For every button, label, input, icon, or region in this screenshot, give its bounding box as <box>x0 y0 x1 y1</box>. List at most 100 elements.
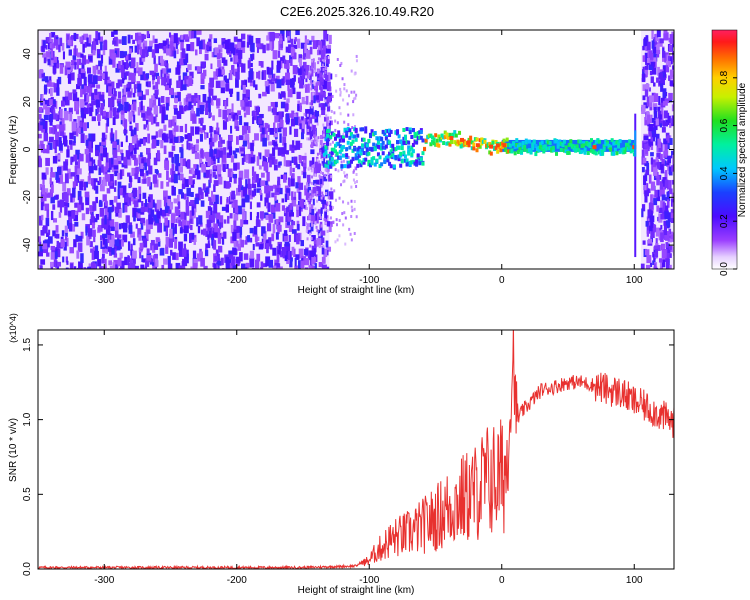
spectrogram-cell <box>305 229 308 233</box>
spectrogram-cell <box>245 262 250 269</box>
spectrogram-cell <box>269 244 273 250</box>
spectrogram-cell <box>116 202 121 210</box>
spectrogram-cell <box>284 193 288 203</box>
spectrogram-cell <box>289 78 295 88</box>
spectrogram-cell <box>250 54 254 62</box>
spectrogram-cell <box>279 33 282 39</box>
spectrogram-cell <box>46 252 50 257</box>
spectrogram-cell <box>282 247 287 256</box>
spectrogram-cell <box>66 202 70 208</box>
spectrogram-cell <box>221 57 226 64</box>
spectrogram-cell <box>46 100 50 107</box>
spectrogram-cell <box>348 94 351 98</box>
spectrogram-cell <box>641 73 646 82</box>
spectrogram-cell <box>79 36 83 43</box>
spectrogram-cell <box>526 148 530 153</box>
spectrogram-cell <box>137 213 141 219</box>
spectrogram-cell <box>232 47 236 56</box>
spectrogram-cell <box>78 68 82 75</box>
spectrogram-cell <box>82 88 86 95</box>
spectrogram-cell <box>233 175 237 184</box>
spectrogram-cell <box>243 154 246 162</box>
spectrogram-cell <box>663 141 667 150</box>
spectrogram-cell <box>283 174 287 183</box>
spectrogram-cell <box>254 133 259 141</box>
spectrogram-cell <box>248 189 252 196</box>
spectrogram-cell <box>163 222 167 232</box>
spectrogram-cell <box>251 190 255 197</box>
spectrogram-cell <box>99 199 102 207</box>
spectrogram-cell <box>92 75 98 85</box>
spectrogram-cell <box>340 164 344 169</box>
spectrogram-cell <box>670 212 674 219</box>
spectrogram-cell <box>334 168 337 172</box>
spectrogram-cell <box>65 235 68 241</box>
spectrogram-cell <box>64 65 68 76</box>
spectrogram-cell <box>355 59 358 63</box>
spectrogram-cell <box>210 230 215 240</box>
spectrogram-cell <box>53 62 57 68</box>
spectrogram-cell <box>330 162 334 167</box>
spectrogram-cell <box>267 124 270 133</box>
spectrogram-cell <box>671 104 674 112</box>
spectrogram-cell <box>330 147 334 152</box>
spectrogram-cell <box>666 32 669 41</box>
spectrogram-cell <box>652 260 656 266</box>
spectrogram-cell <box>232 264 237 269</box>
spectrogram-cell <box>305 192 311 200</box>
spectrogram-cell <box>47 236 53 244</box>
spectrogram-cell <box>182 258 188 267</box>
spectrogram-cell <box>45 192 51 198</box>
spectrogram-cell <box>380 146 384 151</box>
spectrogram-cell <box>113 114 119 119</box>
spectrogram-cell <box>184 134 188 140</box>
spectrogram-cell <box>199 109 204 115</box>
spectrogram-cell <box>97 69 103 75</box>
spectrogram-cell <box>231 103 234 113</box>
spectrogram-cell <box>448 132 452 137</box>
spectrogram-cell <box>227 168 233 178</box>
spectrogram-cell <box>383 157 387 162</box>
spectrogram-cell <box>593 150 597 155</box>
spectrogram-cell <box>234 205 239 213</box>
snr-y-label: SNR (10 * v/v) <box>8 418 19 482</box>
spectrogram-y-label: Frequency (Hz) <box>8 116 19 185</box>
spectrogram-cell <box>339 64 342 68</box>
spectrogram-cell <box>146 106 152 116</box>
spectrogram-cell <box>105 162 109 171</box>
spectrogram-cell <box>53 257 57 267</box>
spectrogram-cell <box>340 183 343 187</box>
spectrogram-cell <box>653 106 657 114</box>
spectrogram-cell <box>318 245 321 249</box>
spectrogram-cell <box>229 262 234 269</box>
spectrogram-hotspot <box>460 137 464 142</box>
spectrogram-cell <box>332 147 336 152</box>
spectrogram-cell <box>101 257 105 264</box>
spectrogram-cell <box>668 92 673 100</box>
spectrogram-cell <box>188 169 192 174</box>
spectrogram-cell <box>660 225 663 230</box>
spectrogram-cell <box>153 55 156 65</box>
spectrogram-cell <box>173 50 177 59</box>
spectrogram-cell <box>256 202 261 208</box>
spectrogram-cell <box>418 161 422 166</box>
spectrogram-cell <box>145 229 149 240</box>
spectrogram-cell <box>70 64 73 72</box>
spectrogram-cell <box>232 150 236 155</box>
spectrogram-cell <box>660 213 665 220</box>
spectrogram-cell <box>205 210 211 219</box>
spectrogram-cell <box>132 39 136 44</box>
spectrogram-cell <box>151 95 155 101</box>
spectrogram-cell <box>120 64 124 73</box>
spectrogram-cell <box>153 253 158 264</box>
spectrogram-cell <box>178 241 183 251</box>
spectrogram-cell <box>114 239 120 247</box>
spectrogram-cell <box>173 104 178 110</box>
spectrogram-cell <box>181 183 186 189</box>
spectrogram-cell <box>228 135 233 142</box>
spectrogram-cell <box>273 133 278 138</box>
spectrogram-cell <box>472 146 476 151</box>
spectrogram-cell <box>202 183 206 191</box>
spectrogram-cell <box>350 215 353 219</box>
spectrogram-cell <box>298 68 302 76</box>
